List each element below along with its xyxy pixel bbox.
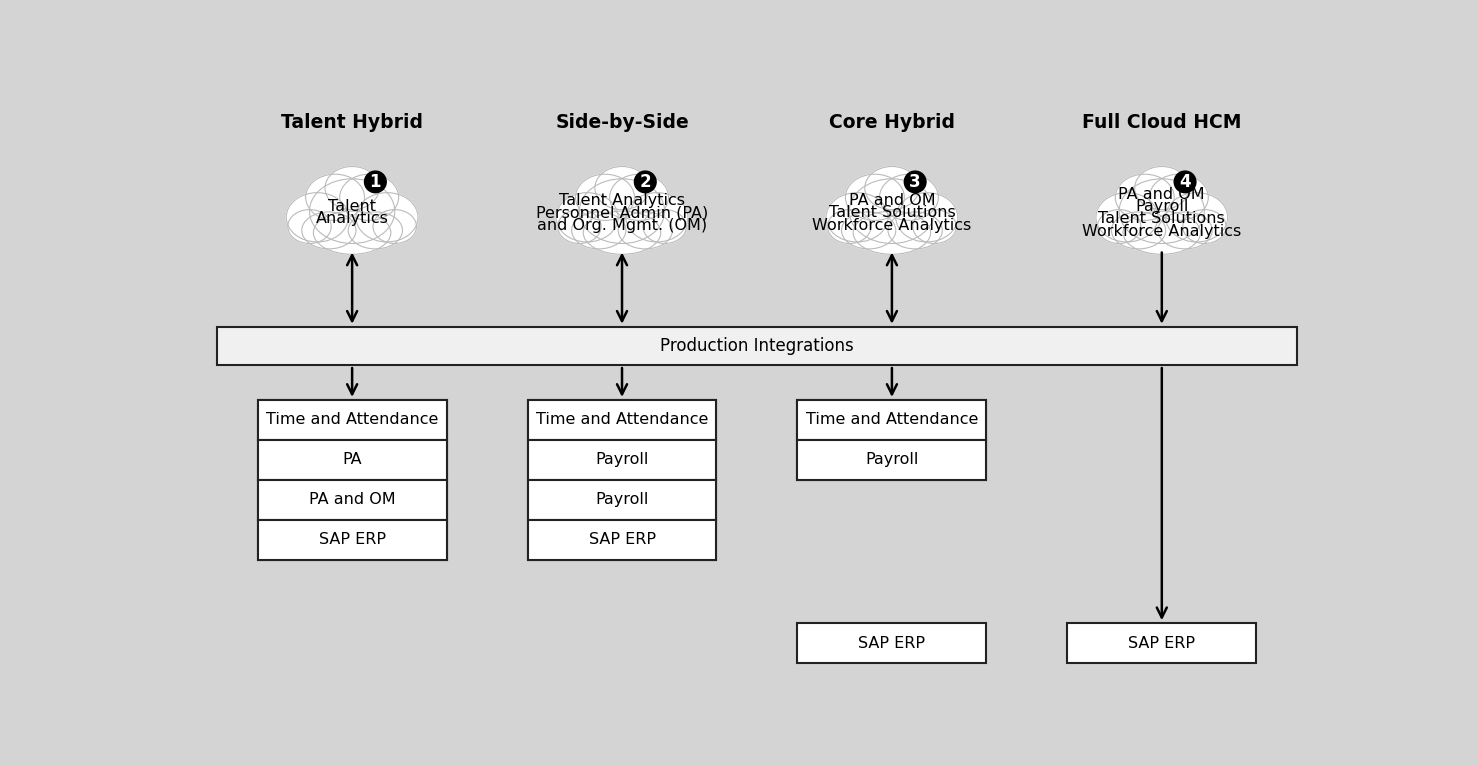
Text: SAP ERP: SAP ERP <box>1128 636 1195 650</box>
Ellipse shape <box>895 193 957 242</box>
FancyBboxPatch shape <box>527 400 716 560</box>
Ellipse shape <box>610 174 669 220</box>
Text: Analytics: Analytics <box>316 211 388 226</box>
Text: 1: 1 <box>369 173 381 191</box>
FancyBboxPatch shape <box>257 520 446 560</box>
Text: 2: 2 <box>640 173 651 191</box>
FancyBboxPatch shape <box>798 623 987 663</box>
Ellipse shape <box>1183 210 1226 243</box>
Text: Core Hybrid: Core Hybrid <box>829 113 956 132</box>
Text: Payroll: Payroll <box>595 452 648 467</box>
Text: Side-by-Side: Side-by-Side <box>555 113 688 132</box>
FancyBboxPatch shape <box>798 400 987 480</box>
Ellipse shape <box>576 174 635 220</box>
Ellipse shape <box>1097 210 1140 243</box>
Text: Production Integrations: Production Integrations <box>660 337 854 355</box>
Ellipse shape <box>1115 174 1174 220</box>
Ellipse shape <box>842 212 895 249</box>
FancyBboxPatch shape <box>1068 623 1257 663</box>
Text: PA and OM: PA and OM <box>309 493 396 507</box>
FancyBboxPatch shape <box>257 400 446 560</box>
Ellipse shape <box>557 193 619 242</box>
Text: Workforce Analytics: Workforce Analytics <box>1083 223 1242 239</box>
Text: PA: PA <box>343 452 362 467</box>
Text: Payroll: Payroll <box>595 493 648 507</box>
Ellipse shape <box>340 174 399 220</box>
Text: Payroll: Payroll <box>866 452 919 467</box>
Ellipse shape <box>595 167 648 210</box>
Ellipse shape <box>349 212 403 249</box>
FancyBboxPatch shape <box>527 480 716 520</box>
Circle shape <box>365 171 385 193</box>
Ellipse shape <box>287 193 349 242</box>
Text: SAP ERP: SAP ERP <box>858 636 926 650</box>
Text: Time and Attendance: Time and Attendance <box>536 412 707 428</box>
Text: Talent Analytics: Talent Analytics <box>558 193 685 208</box>
Text: SAP ERP: SAP ERP <box>319 532 385 548</box>
Text: Talent: Talent <box>328 199 377 214</box>
Ellipse shape <box>826 193 888 242</box>
Text: Time and Attendance: Time and Attendance <box>266 412 439 428</box>
Ellipse shape <box>288 210 331 243</box>
FancyBboxPatch shape <box>527 520 716 560</box>
Ellipse shape <box>626 193 688 242</box>
Text: Talent Solutions: Talent Solutions <box>829 205 956 220</box>
FancyBboxPatch shape <box>798 440 987 480</box>
Ellipse shape <box>1123 211 1201 254</box>
Ellipse shape <box>642 210 687 243</box>
Text: Workforce Analytics: Workforce Analytics <box>812 217 972 233</box>
Text: Personnel Admin (PA): Personnel Admin (PA) <box>536 205 707 220</box>
Ellipse shape <box>306 174 365 220</box>
Ellipse shape <box>374 210 417 243</box>
Ellipse shape <box>1111 212 1165 249</box>
FancyBboxPatch shape <box>527 440 716 480</box>
Ellipse shape <box>849 179 935 243</box>
Text: Talent Hybrid: Talent Hybrid <box>281 113 422 132</box>
Ellipse shape <box>913 210 956 243</box>
Ellipse shape <box>1165 193 1227 242</box>
Circle shape <box>635 171 656 193</box>
Text: Talent Solutions: Talent Solutions <box>1099 211 1226 226</box>
Ellipse shape <box>356 193 418 242</box>
Ellipse shape <box>619 212 672 249</box>
Ellipse shape <box>888 212 942 249</box>
Ellipse shape <box>558 210 601 243</box>
FancyBboxPatch shape <box>527 400 716 440</box>
Ellipse shape <box>854 211 931 254</box>
Ellipse shape <box>879 174 938 220</box>
Ellipse shape <box>1120 179 1204 243</box>
FancyBboxPatch shape <box>257 400 446 440</box>
FancyBboxPatch shape <box>798 400 987 440</box>
Ellipse shape <box>1158 212 1213 249</box>
Ellipse shape <box>572 212 626 249</box>
Text: PA and OM: PA and OM <box>849 193 935 208</box>
FancyBboxPatch shape <box>257 480 446 520</box>
Ellipse shape <box>845 174 904 220</box>
Text: Payroll: Payroll <box>1136 199 1189 214</box>
FancyBboxPatch shape <box>217 327 1297 365</box>
Ellipse shape <box>583 211 660 254</box>
FancyBboxPatch shape <box>257 440 446 480</box>
Ellipse shape <box>310 179 394 243</box>
Text: and Org. Mgmt. (OM): and Org. Mgmt. (OM) <box>538 217 707 233</box>
Text: SAP ERP: SAP ERP <box>588 532 656 548</box>
Ellipse shape <box>1096 193 1158 242</box>
Text: Time and Attendance: Time and Attendance <box>806 412 978 428</box>
Text: 3: 3 <box>910 173 922 191</box>
Circle shape <box>904 171 926 193</box>
Ellipse shape <box>313 211 391 254</box>
Ellipse shape <box>866 167 919 210</box>
Ellipse shape <box>579 179 665 243</box>
Ellipse shape <box>1134 167 1189 210</box>
Ellipse shape <box>1149 174 1208 220</box>
Circle shape <box>1174 171 1196 193</box>
Ellipse shape <box>301 212 356 249</box>
Text: 4: 4 <box>1179 173 1190 191</box>
Ellipse shape <box>827 210 871 243</box>
Text: PA and OM: PA and OM <box>1118 187 1205 202</box>
Text: Full Cloud HCM: Full Cloud HCM <box>1083 113 1242 132</box>
Ellipse shape <box>325 167 380 210</box>
